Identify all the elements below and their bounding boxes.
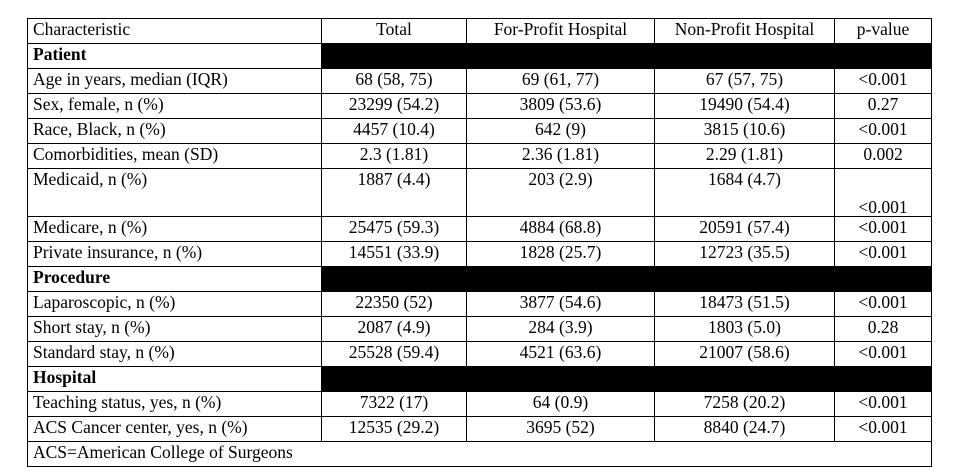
cell-for-profit: 4521 (63.6) [466, 341, 655, 367]
table-row: Comorbidities, mean (SD) 2.3 (1.81) 2.36… [27, 143, 932, 169]
header-for-profit: For-Profit Hospital [466, 18, 655, 44]
row-label: Short stay, n (%) [27, 316, 322, 342]
cell-non-profit: 67 (57, 75) [654, 68, 835, 94]
header-characteristic: Characteristic [27, 18, 322, 44]
cell-p-value: <0.001 [834, 341, 932, 367]
cell-non-profit: 20591 (57.4) [654, 216, 835, 242]
cell-total: 23299 (54.2) [321, 93, 467, 119]
cell-for-profit: 3877 (54.6) [466, 291, 655, 317]
cell-non-profit: 3815 (10.6) [654, 118, 835, 144]
row-label: Sex, female, n (%) [27, 93, 322, 119]
cell-non-profit: 19490 (54.4) [654, 93, 835, 119]
section-title: Hospital [27, 366, 322, 392]
cell-p-value: <0.001 [834, 118, 932, 144]
table-row: Private insurance, n (%) 14551 (33.9) 18… [27, 241, 932, 267]
cell-non-profit: 12723 (35.5) [654, 241, 835, 267]
table-row: Laparoscopic, n (%) 22350 (52) 3877 (54.… [27, 291, 932, 317]
row-label: Teaching status, yes, n (%) [27, 391, 322, 417]
cell-p-value: <0.001 [834, 216, 932, 242]
header-row: Characteristic Total For-Profit Hospital… [27, 18, 932, 44]
footnote: ACS=American College of Surgeons [27, 441, 932, 467]
cell-total: 14551 (33.9) [321, 241, 467, 267]
cell-non-profit: 18473 (51.5) [654, 291, 835, 317]
cell-for-profit: 64 (0.9) [466, 391, 655, 417]
cell-total: 2.3 (1.81) [321, 143, 467, 169]
table-row: ACS Cancer center, yes, n (%) 12535 (29.… [27, 416, 932, 442]
section-bar [321, 43, 932, 69]
row-label: Laparoscopic, n (%) [27, 291, 322, 317]
cell-total: 25475 (59.3) [321, 216, 467, 242]
table-row: Standard stay, n (%) 25528 (59.4) 4521 (… [27, 341, 932, 367]
table-row: Teaching status, yes, n (%) 7322 (17) 64… [27, 391, 932, 417]
cell-total: 25528 (59.4) [321, 341, 467, 367]
cell-p-value: <0.001 [834, 68, 932, 94]
cell-p-value: <0.001 [834, 416, 932, 442]
section-row-patient: Patient [27, 43, 932, 69]
cell-total: 2087 (4.9) [321, 316, 467, 342]
section-title: Procedure [27, 266, 322, 292]
cell-for-profit: 642 (9) [466, 118, 655, 144]
cell-for-profit: 284 (3.9) [466, 316, 655, 342]
cell-p-value: 0.002 [834, 143, 932, 169]
cell-p-value: <0.001 [834, 391, 932, 417]
row-label: Age in years, median (IQR) [27, 68, 322, 94]
table-row: Medicare, n (%) 25475 (59.3) 4884 (68.8)… [27, 216, 932, 242]
cell-non-profit: 7258 (20.2) [654, 391, 835, 417]
section-bar [321, 366, 932, 392]
characteristics-table: Characteristic Total For-Profit Hospital… [27, 18, 932, 467]
cell-for-profit: 2.36 (1.81) [466, 143, 655, 169]
cell-p-value: <0.001 [834, 291, 932, 317]
cell-non-profit: 21007 (58.6) [654, 341, 835, 367]
header-non-profit: Non-Profit Hospital [654, 18, 835, 44]
cell-total: 4457 (10.4) [321, 118, 467, 144]
row-label: ACS Cancer center, yes, n (%) [27, 416, 322, 442]
section-row-procedure: Procedure [27, 266, 932, 292]
cell-non-profit: 8840 (24.7) [654, 416, 835, 442]
row-label: Comorbidities, mean (SD) [27, 143, 322, 169]
section-row-hospital: Hospital [27, 366, 932, 392]
cell-total: 12535 (29.2) [321, 416, 467, 442]
cell-for-profit: 3809 (53.6) [466, 93, 655, 119]
cell-for-profit: 69 (61, 77) [466, 68, 655, 94]
cell-non-profit: 2.29 (1.81) [654, 143, 835, 169]
footnote-row: ACS=American College of Surgeons [27, 441, 932, 467]
cell-p-value: <0.001 [834, 241, 932, 267]
row-label: Standard stay, n (%) [27, 341, 322, 367]
cell-for-profit: 1828 (25.7) [466, 241, 655, 267]
header-p-value: p-value [834, 18, 932, 44]
cell-for-profit: 3695 (52) [466, 416, 655, 442]
row-label: Medicare, n (%) [27, 216, 322, 242]
table-row: Age in years, median (IQR) 68 (58, 75) 6… [27, 68, 932, 94]
section-bar [321, 266, 932, 292]
row-label: Private insurance, n (%) [27, 241, 322, 267]
cell-total: 68 (58, 75) [321, 68, 467, 94]
cell-total: 7322 (17) [321, 391, 467, 417]
table-container: Characteristic Total For-Profit Hospital… [27, 18, 932, 467]
header-total: Total [321, 18, 467, 44]
cell-p-value: 0.28 [834, 316, 932, 342]
table-row: Medicaid, n (%) 1887 (4.4) 203 (2.9) 168… [27, 168, 932, 217]
cell-p-value: <0.001 [834, 168, 932, 217]
cell-non-profit: 1803 (5.0) [654, 316, 835, 342]
cell-total: 1887 (4.4) [321, 168, 467, 217]
cell-p-value: 0.27 [834, 93, 932, 119]
cell-for-profit: 203 (2.9) [466, 168, 655, 217]
table-row: Sex, female, n (%) 23299 (54.2) 3809 (53… [27, 93, 932, 119]
table-row: Short stay, n (%) 2087 (4.9) 284 (3.9) 1… [27, 316, 932, 342]
cell-non-profit: 1684 (4.7) [654, 168, 835, 217]
row-label: Race, Black, n (%) [27, 118, 322, 144]
cell-total: 22350 (52) [321, 291, 467, 317]
cell-for-profit: 4884 (68.8) [466, 216, 655, 242]
table-row: Race, Black, n (%) 4457 (10.4) 642 (9) 3… [27, 118, 932, 144]
row-label: Medicaid, n (%) [27, 168, 322, 217]
section-title: Patient [27, 43, 322, 69]
